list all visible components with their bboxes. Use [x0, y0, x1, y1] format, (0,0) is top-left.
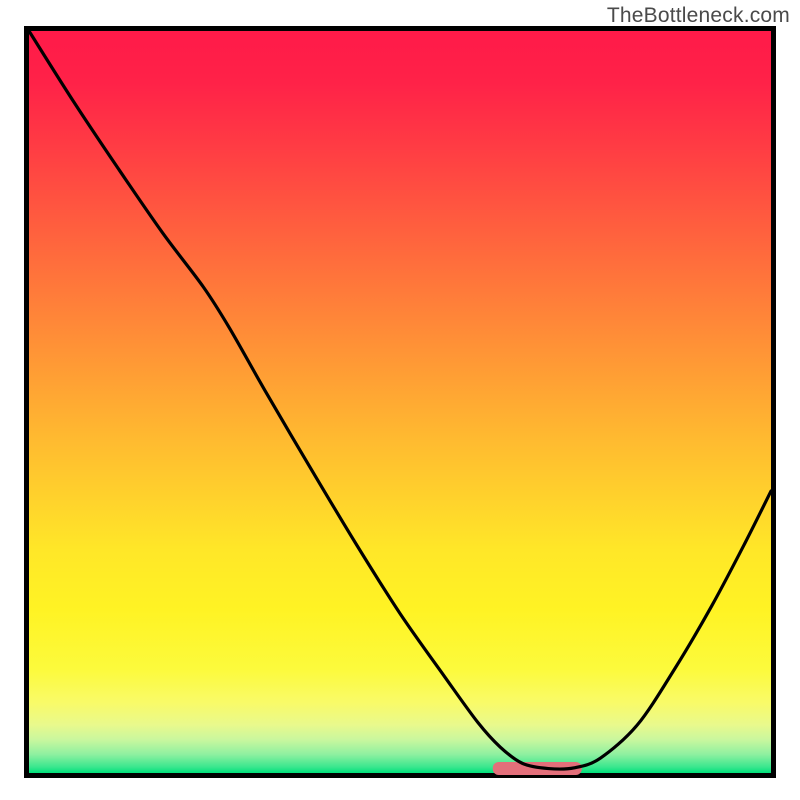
- curve-layer: [29, 31, 771, 773]
- watermark-text: TheBottleneck.com: [607, 4, 790, 28]
- chart-root: TheBottleneck.com: [0, 0, 800, 800]
- curve-path: [29, 31, 771, 769]
